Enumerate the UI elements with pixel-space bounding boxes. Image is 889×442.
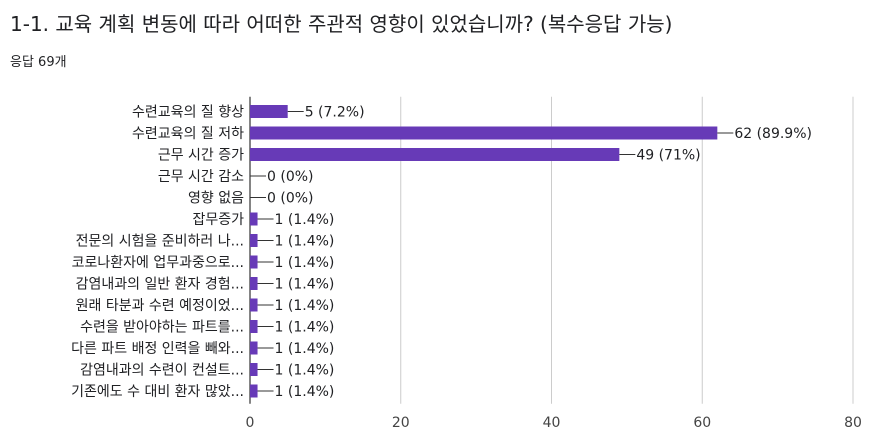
data-label: 1 (1.4%) — [275, 320, 335, 336]
data-label: 0 (0%) — [267, 191, 314, 207]
bar — [250, 320, 258, 333]
bar — [250, 384, 258, 398]
data-label: 1 (1.4%) — [275, 384, 335, 400]
bar — [250, 212, 258, 226]
data-label: 0 (0%) — [267, 169, 314, 185]
data-label: 1 (1.4%) — [275, 255, 335, 271]
data-label: 1 (1.4%) — [275, 298, 335, 314]
x-tick-label: 40 — [543, 415, 561, 431]
category-label: 전문의 시험을 준비하러 나... — [76, 234, 244, 250]
data-label: 1 (1.4%) — [275, 277, 335, 293]
data-label: 62 (89.9%) — [734, 126, 812, 142]
response-count: 응답 69개 — [10, 55, 67, 70]
bar — [250, 363, 258, 376]
bars — [250, 105, 718, 398]
x-tick-label: 20 — [392, 415, 410, 431]
bar — [250, 105, 288, 118]
data-label: 1 (1.4%) — [275, 341, 335, 357]
x-tick-label: 0 — [246, 415, 255, 431]
category-label: 수련을 받아야하는 파트를... — [80, 320, 244, 336]
category-label: 근무 시간 증가 — [158, 148, 244, 164]
bar — [250, 298, 258, 312]
category-label: 감염내과의 수련이 컨설트... — [80, 363, 244, 379]
data-label: 1 (1.4%) — [275, 363, 335, 379]
data-label: 49 (71%) — [636, 148, 700, 164]
x-tick-label: 60 — [693, 415, 711, 431]
category-label: 잡무증가 — [192, 212, 244, 228]
data-label: 1 (1.4%) — [275, 212, 335, 228]
category-label: 영향 없음 — [188, 191, 244, 207]
question-title: 1-1. 교육 계획 변동에 따라 어떠한 주관적 영향이 있었습니까? (복수… — [10, 12, 673, 36]
category-label: 코로나환자에 업무과중으로... — [72, 255, 244, 271]
category-label: 근무 시간 감소 — [158, 169, 244, 185]
grid-lines — [249, 96, 854, 404]
bar — [250, 277, 258, 290]
category-label: 원래 타분과 수련 예정이었... — [76, 298, 244, 314]
labels: 0 20 40 60 80 수련교육의 질 향상 5 (7.2%) 수련교육의 질 저하 62 … — [71, 105, 862, 432]
x-tick-label: 80 — [844, 415, 862, 431]
bar — [250, 234, 258, 247]
bar — [250, 341, 258, 355]
category-label: 감염내과의 일반 환자 경험... — [76, 277, 244, 293]
category-label: 다른 파트 배정 인력을 빼와... — [71, 341, 244, 357]
category-label: 수련교육의 질 향상 — [132, 105, 244, 121]
data-label: 1 (1.4%) — [275, 234, 335, 250]
category-label: 기존에도 수 대비 환자 많았... — [71, 384, 244, 400]
bar — [250, 148, 620, 161]
data-label: 5 (7.2%) — [305, 105, 365, 121]
bar — [250, 126, 718, 140]
bar — [250, 255, 258, 269]
category-label: 수련교육의 질 저하 — [132, 126, 244, 142]
